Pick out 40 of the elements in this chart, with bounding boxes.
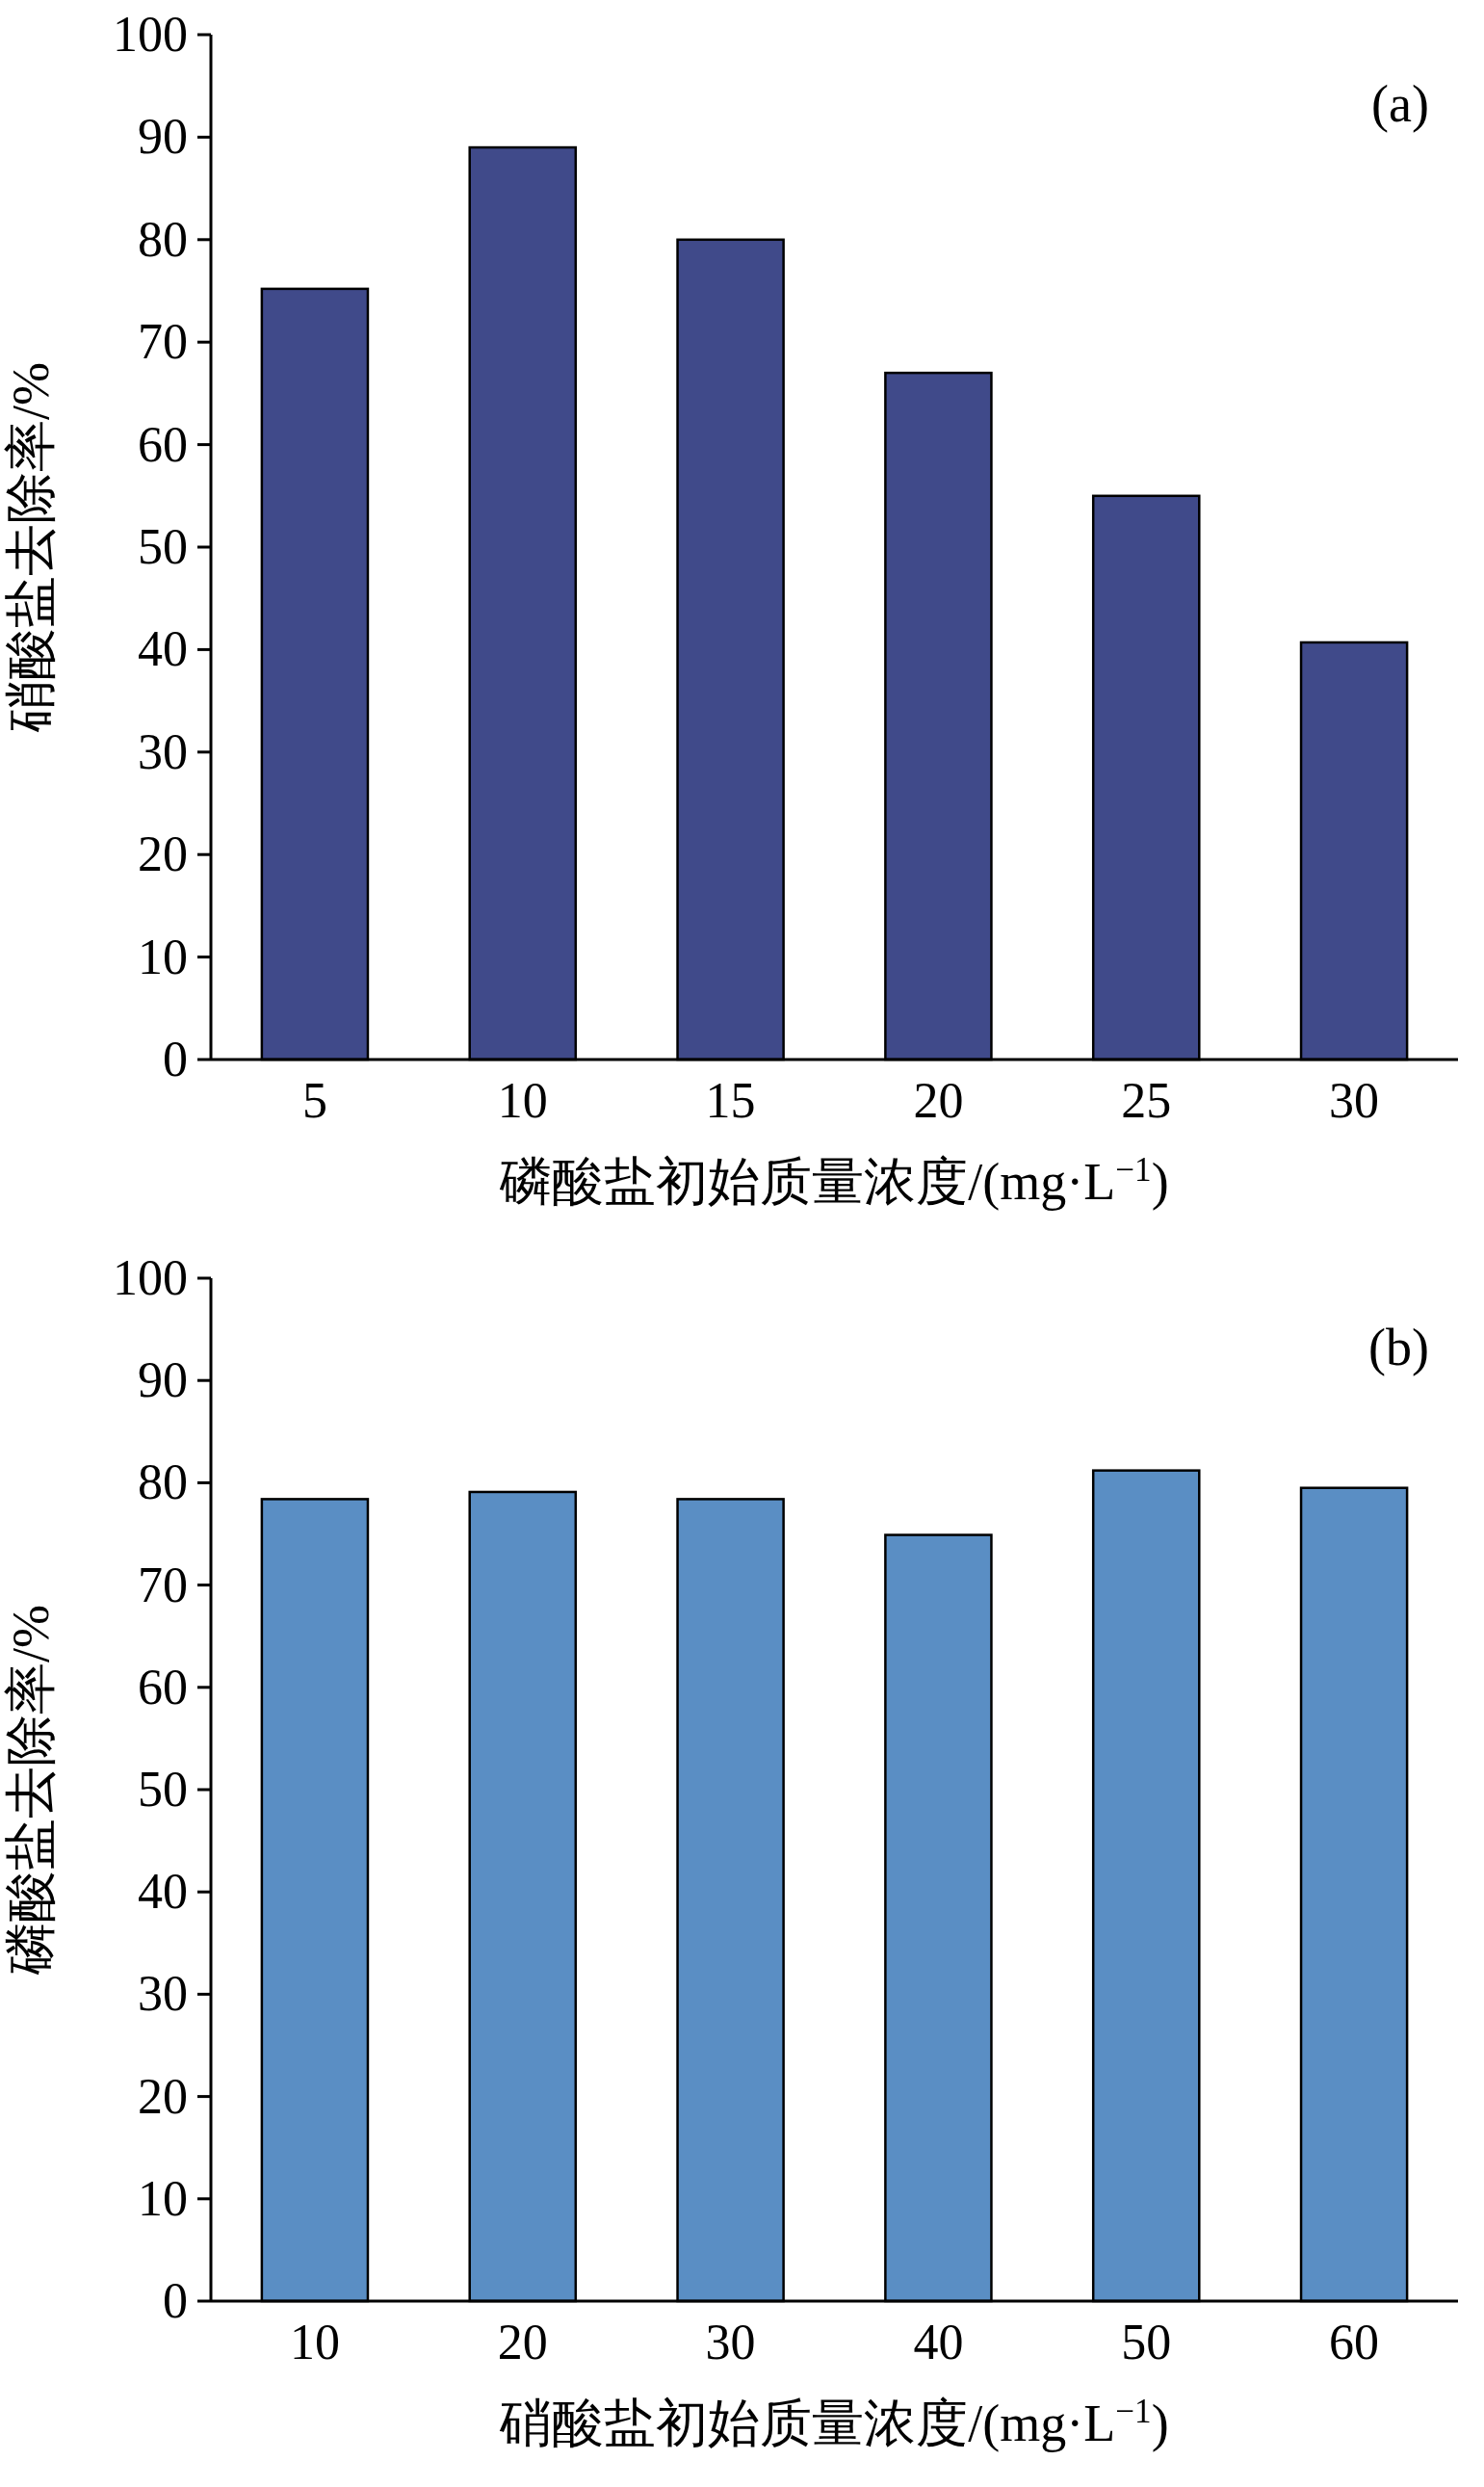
y-tick-label: 50	[138, 519, 188, 574]
x-axis-title: 磷酸盐初始质量浓度/(mg·L$^{−1}$)	[499, 1150, 1169, 1211]
y-tick-label: 0	[163, 2273, 188, 2328]
x-tick-label: 15	[705, 1073, 756, 1128]
x-tick-label: 60	[1329, 2315, 1380, 2369]
y-tick-label: 60	[138, 1659, 188, 1715]
y-tick-label: 40	[138, 1864, 188, 1920]
y-tick-label: 20	[138, 2068, 188, 2124]
y-tick-label: 60	[138, 416, 188, 472]
y-tick-label: 30	[138, 1966, 188, 2022]
y-tick-label: 90	[138, 109, 188, 165]
y-tick-label: 70	[138, 314, 188, 370]
y-axis-title: 硝酸盐去除率/%	[2, 362, 60, 733]
x-tick-label: 40	[913, 2315, 964, 2369]
y-tick-label: 30	[138, 723, 188, 779]
y-tick-label: 50	[138, 1762, 188, 1817]
y-tick-label: 70	[138, 1557, 188, 1612]
y-tick-label: 80	[138, 1454, 188, 1510]
x-tick-label: 25	[1121, 1073, 1172, 1128]
x-tick-label: 20	[913, 1073, 964, 1128]
y-tick-label: 40	[138, 621, 188, 677]
y-tick-label: 0	[163, 1032, 188, 1086]
y-axis-title: 磷酸盐去除率/%	[2, 1605, 60, 1976]
x-tick-label: 50	[1121, 2315, 1172, 2369]
x-tick-label: 20	[497, 2315, 548, 2369]
y-tick-label: 10	[138, 929, 188, 984]
x-axis-title: 硝酸盐初始质量浓度/(mg·L$^{−1}$)	[499, 2392, 1169, 2452]
y-tick-label: 80	[138, 211, 188, 267]
x-tick-label: 30	[1329, 1073, 1380, 1128]
annotation: (a)	[1371, 75, 1429, 133]
x-tick-label: 10	[289, 2315, 340, 2369]
y-tick-label: 10	[138, 2170, 188, 2226]
x-tick-label: 30	[705, 2315, 756, 2369]
x-tick-label: 5	[301, 1073, 327, 1128]
annotation: (b)	[1368, 1319, 1429, 1376]
y-tick-label: 20	[138, 826, 188, 882]
y-tick-label: 100	[113, 1250, 188, 1305]
x-tick-label: 10	[497, 1073, 548, 1128]
y-tick-label: 90	[138, 1352, 188, 1408]
y-tick-label: 100	[113, 7, 188, 62]
